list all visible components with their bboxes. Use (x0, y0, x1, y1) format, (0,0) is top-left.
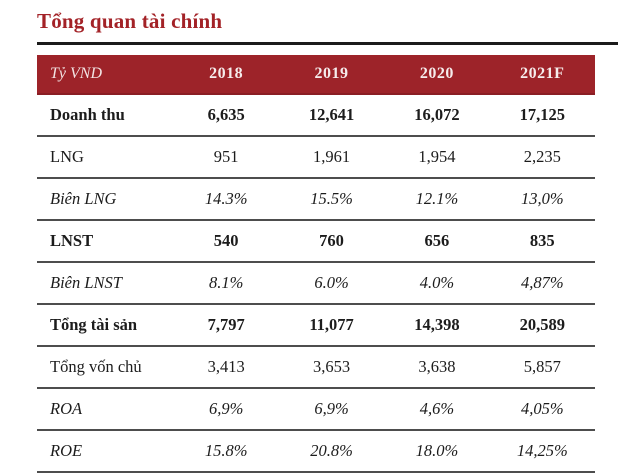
row-label: Biên LNST (37, 262, 174, 306)
cell-value: 15.5% (278, 178, 385, 222)
header-year-2021f: 2021F (489, 55, 595, 96)
cell-value: 6.0% (278, 262, 385, 306)
cell-value: 5,857 (489, 346, 595, 390)
cell-value: 835 (489, 220, 595, 264)
cell-value: 7,797 (173, 304, 279, 348)
cell-value: 540 (173, 220, 279, 264)
cell-value: 8.1% (173, 262, 279, 306)
row-label: Tổng tài sản (37, 304, 174, 348)
cell-value: 6,9% (173, 388, 279, 432)
table-row-doanh-thu: Doanh thu 6,635 12,641 16,072 17,125 (37, 94, 595, 138)
cell-value: 15.8% (173, 430, 279, 473)
header-year-2020: 2020 (384, 55, 490, 96)
header-unit-label: Tỷ VND (37, 55, 174, 96)
cell-value: 14.3% (173, 178, 279, 222)
table-row-tong-von-chu: Tổng vốn chủ 3,413 3,653 3,638 5,857 (37, 346, 595, 390)
cell-value: 3,638 (384, 346, 490, 390)
cell-value: 6,9% (278, 388, 385, 432)
cell-value: 14,398 (384, 304, 490, 348)
row-label: ROA (37, 388, 174, 432)
row-label: Doanh thu (37, 94, 174, 138)
table-row-roa: ROA 6,9% 6,9% 4,6% 4,05% (37, 388, 595, 432)
header-year-2019: 2019 (278, 55, 385, 96)
cell-value: 1,961 (278, 136, 385, 180)
cell-value: 4,6% (384, 388, 490, 432)
cell-value: 656 (384, 220, 490, 264)
cell-value: 16,072 (384, 94, 490, 138)
title-underline-rule (37, 42, 618, 46)
cell-value: 951 (173, 136, 279, 180)
row-label: Biên LNG (37, 178, 174, 222)
cell-value: 14,25% (489, 430, 595, 473)
table-row-bien-lng: Biên LNG 14.3% 15.5% 12.1% 13,0% (37, 178, 595, 222)
cell-value: 13,0% (489, 178, 595, 222)
cell-value: 760 (278, 220, 385, 264)
row-label: LNST (37, 220, 174, 264)
header-year-2018: 2018 (173, 55, 279, 96)
table-header-row: Tỷ VND 2018 2019 2020 2021F (37, 55, 595, 96)
cell-value: 12.1% (384, 178, 490, 222)
cell-value: 4.0% (384, 262, 490, 306)
table-row-bien-lnst: Biên LNST 8.1% 6.0% 4.0% 4,87% (37, 262, 595, 306)
cell-value: 2,235 (489, 136, 595, 180)
row-label: ROE (37, 430, 174, 473)
row-label: LNG (37, 136, 174, 180)
table-row-roe: ROE 15.8% 20.8% 18.0% 14,25% (37, 430, 595, 473)
page-title: Tổng quan tài chính (37, 9, 223, 33)
cell-value: 3,413 (173, 346, 279, 390)
table-row-tong-tai-san: Tổng tài sản 7,797 11,077 14,398 20,589 (37, 304, 595, 348)
cell-value: 17,125 (489, 94, 595, 138)
cell-value: 20.8% (278, 430, 385, 473)
table-row-lng: LNG 951 1,961 1,954 2,235 (37, 136, 595, 180)
cell-value: 6,635 (173, 94, 279, 138)
cell-value: 20,589 (489, 304, 595, 348)
cell-value: 12,641 (278, 94, 385, 138)
cell-value: 11,077 (278, 304, 385, 348)
cell-value: 18.0% (384, 430, 490, 473)
cell-value: 4,87% (489, 262, 595, 306)
row-label: Tổng vốn chủ (37, 346, 174, 390)
cell-value: 4,05% (489, 388, 595, 432)
cell-value: 3,653 (278, 346, 385, 390)
cell-value: 1,954 (384, 136, 490, 180)
financial-table: Tỷ VND 2018 2019 2020 2021F Doanh thu 6,… (37, 55, 595, 473)
table-row-lnst: LNST 540 760 656 835 (37, 220, 595, 264)
